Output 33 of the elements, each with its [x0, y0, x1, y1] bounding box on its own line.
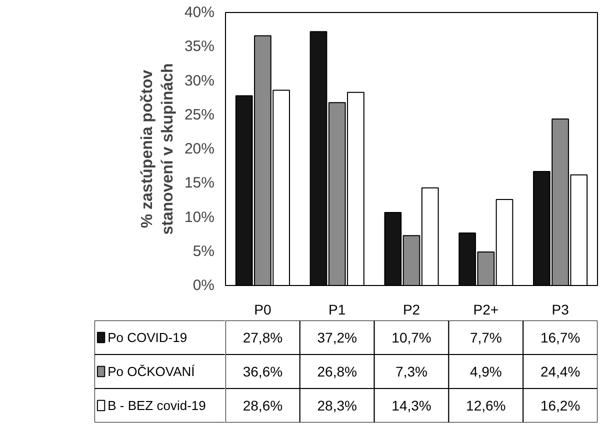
y-tick-label: 5% [192, 242, 215, 260]
y-tick-label: 15% [184, 174, 215, 192]
x-tick-label: P2+ [473, 302, 499, 318]
data-label: 7,7% [470, 330, 502, 346]
y-axis-title: % zastúpenia počtov stanovení v skupinách [139, 63, 176, 235]
x-tick-label: P1 [328, 302, 346, 318]
data-label: 28,3% [317, 398, 357, 414]
y-tick-label: 35% [184, 38, 215, 56]
y-tick-label: 30% [184, 72, 215, 90]
data-label: 10,7% [392, 330, 432, 346]
x-tick-label: P0 [254, 302, 272, 318]
data-label: 24,4% [540, 364, 580, 380]
x-tick-label: P2 [402, 302, 420, 318]
y-tick-label: 0% [192, 277, 215, 294]
y-tick-label: 20% [184, 140, 215, 158]
data-label: 36,6% [242, 364, 283, 380]
data-label: 16,7% [540, 330, 580, 346]
data-label: 26,8% [317, 364, 357, 380]
legend-label: Po COVID-19 [108, 330, 188, 345]
data-label: 14,3% [392, 398, 432, 414]
legend-label: Po OČKOVANÍ [108, 364, 196, 379]
data-label: 27,8% [242, 330, 283, 346]
data-label: 4,9% [470, 364, 502, 380]
data-label: 37,2% [317, 330, 357, 346]
data-label: 12,6% [466, 398, 506, 414]
legend-label: B - BEZ covid-19 [108, 398, 206, 413]
data-label: 28,6% [242, 398, 283, 414]
y-tick-label: 10% [184, 208, 215, 226]
x-tick-label: P3 [552, 302, 570, 318]
y-tick-label: 40% [184, 4, 215, 21]
data-label: 7,3% [396, 364, 428, 380]
data-label: 16,2% [540, 398, 580, 414]
y-tick-label: 25% [184, 106, 215, 124]
